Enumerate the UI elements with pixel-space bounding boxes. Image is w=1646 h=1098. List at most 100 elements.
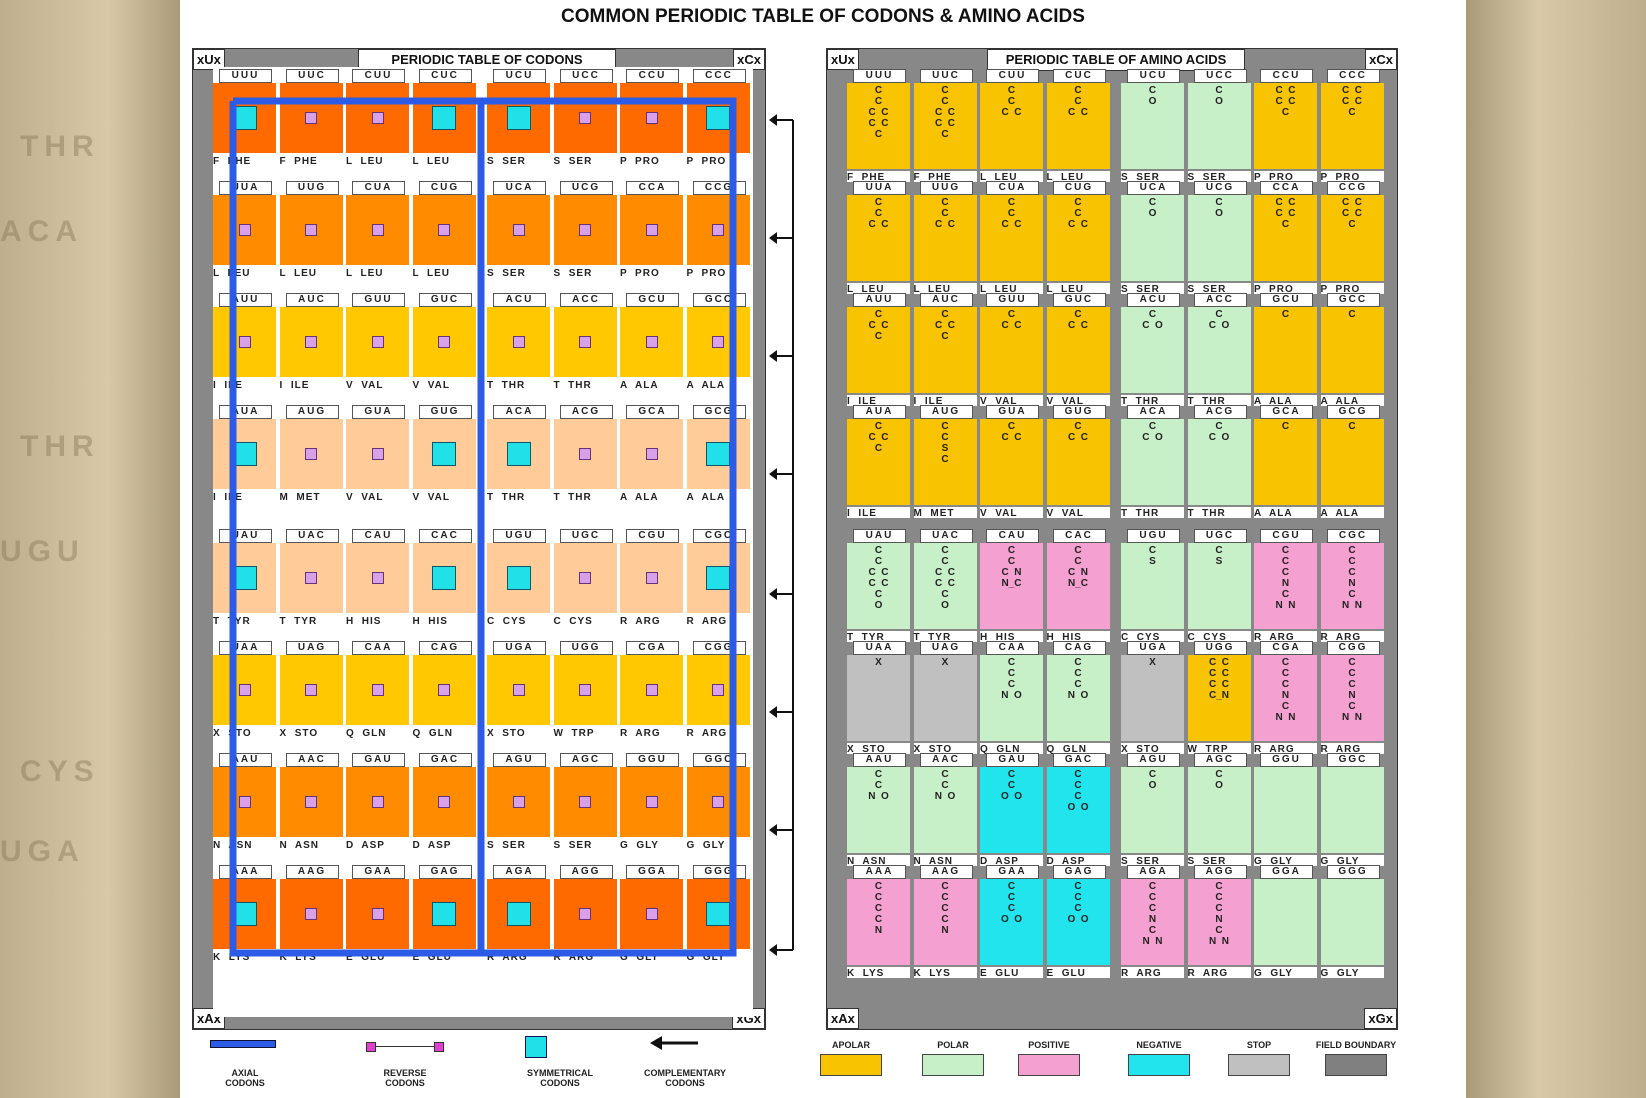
codon-cell[interactable]: AAU N ASN — [213, 751, 276, 855]
codon-cell[interactable]: AUC I ILE — [279, 291, 343, 395]
codon-cell[interactable]: CUC L LEU — [412, 67, 476, 171]
codon-cell[interactable]: GUA V VAL — [346, 403, 409, 507]
codon-cell[interactable]: AUG M MET — [279, 403, 343, 507]
codon-cell[interactable]: AAC N ASN — [279, 751, 343, 855]
amino-acid-cell[interactable]: UUC C C C C C C C F PHE — [913, 67, 977, 183]
amino-acid-cell[interactable]: GGC G GLY — [1320, 751, 1384, 867]
amino-acid-cell[interactable]: CAU C C C N N_C H HIS — [980, 527, 1043, 643]
codon-cell[interactable]: GGA G GLY — [620, 863, 683, 967]
amino-acid-cell[interactable]: CGG C C C N C N N R ARG — [1320, 639, 1384, 755]
codon-cell[interactable]: UCG S SER — [553, 179, 617, 283]
amino-acid-cell[interactable]: UGU C S C CYS — [1121, 527, 1184, 643]
codon-cell[interactable]: UGA X STO — [487, 639, 550, 743]
amino-acid-cell[interactable]: AAA C C C C N K LYS — [847, 863, 910, 979]
codon-cell[interactable]: UUU F PHE — [213, 67, 276, 171]
codon-cell[interactable]: UCU S SER — [487, 67, 550, 171]
amino-acid-cell[interactable]: AUG C C S C M MET — [913, 403, 977, 519]
amino-acid-cell[interactable]: GGA G GLY — [1254, 863, 1317, 979]
codon-cell[interactable]: GUU V VAL — [346, 291, 409, 395]
codon-cell[interactable]: AAA K LYS — [213, 863, 276, 967]
amino-acid-cell[interactable]: CGC C C C N C N N R ARG — [1320, 527, 1384, 643]
amino-acid-cell[interactable]: GUU C C C V VAL — [980, 291, 1043, 407]
amino-acid-cell[interactable]: GAU C C O O D ASP — [980, 751, 1043, 867]
amino-acid-cell[interactable]: UAA X X STO — [847, 639, 910, 755]
amino-acid-cell[interactable]: AAU C C N O N ASN — [847, 751, 910, 867]
codon-cell[interactable]: CAG Q GLN — [412, 639, 476, 743]
amino-acid-cell[interactable]: CGU C C C N C N N R ARG — [1254, 527, 1317, 643]
codon-cell[interactable]: ACG T THR — [553, 403, 617, 507]
codon-cell[interactable]: CAC H HIS — [412, 527, 476, 631]
amino-acid-cell[interactable]: UUG C C C C L LEU — [913, 179, 977, 295]
codon-cell[interactable]: GCG A ALA — [686, 403, 750, 507]
amino-acid-cell[interactable]: GCU C A ALA — [1254, 291, 1317, 407]
amino-acid-cell[interactable]: GAG C C C O O E GLU — [1046, 863, 1110, 979]
amino-acid-cell[interactable]: GGG G GLY — [1320, 863, 1384, 979]
codon-cell[interactable]: UAG X STO — [279, 639, 343, 743]
codon-cell[interactable]: CGU R ARG — [620, 527, 683, 631]
amino-acid-cell[interactable]: AGA C C C N C N N R ARG — [1121, 863, 1184, 979]
amino-acid-cell[interactable]: GAC C C C O O D ASP — [1046, 751, 1110, 867]
amino-acid-cell[interactable]: UCU C O S SER — [1121, 67, 1184, 183]
amino-acid-cell[interactable]: AGU C O S SER — [1121, 751, 1184, 867]
codon-cell[interactable]: CUU L LEU — [346, 67, 409, 171]
codon-cell[interactable]: UUC F PHE — [279, 67, 343, 171]
codon-cell[interactable]: CAU H HIS — [346, 527, 409, 631]
amino-acid-cell[interactable]: GUA C C C V VAL — [980, 403, 1043, 519]
codon-cell[interactable]: CUG L LEU — [412, 179, 476, 283]
codon-cell[interactable]: UAC T TYR — [279, 527, 343, 631]
codon-cell[interactable]: GCC A ALA — [686, 291, 750, 395]
codon-cell[interactable]: UGC C CYS — [553, 527, 617, 631]
amino-acid-cell[interactable]: UGA X X STO — [1121, 639, 1184, 755]
codon-cell[interactable]: AAG K LYS — [279, 863, 343, 967]
amino-acid-cell[interactable]: AUC C C C C I ILE — [913, 291, 977, 407]
codon-cell[interactable]: GAC D ASP — [412, 751, 476, 855]
amino-acid-cell[interactable]: CGA C C C N C N N R ARG — [1254, 639, 1317, 755]
amino-acid-cell[interactable]: CCA C C C C C P PRO — [1254, 179, 1317, 295]
amino-acid-cell[interactable]: UCC C O S SER — [1187, 67, 1251, 183]
codon-cell[interactable]: UAU T TYR — [213, 527, 276, 631]
amino-acid-cell[interactable]: UAC C C C C C C C O T TYR — [913, 527, 977, 643]
codon-cell[interactable]: CAA Q GLN — [346, 639, 409, 743]
codon-cell[interactable]: CCU P PRO — [620, 67, 683, 171]
codon-cell[interactable]: CUA L LEU — [346, 179, 409, 283]
amino-acid-cell[interactable]: CAC C C C N N_C H HIS — [1046, 527, 1110, 643]
codon-cell[interactable]: ACA T THR — [487, 403, 550, 507]
codon-cell[interactable]: GAG E GLU — [412, 863, 476, 967]
amino-acid-cell[interactable]: GAA C C C O O E GLU — [980, 863, 1043, 979]
codon-cell[interactable]: CCC P PRO — [686, 67, 750, 171]
amino-acid-cell[interactable]: GCG C A ALA — [1320, 403, 1384, 519]
amino-acid-cell[interactable]: UAG X X STO — [913, 639, 977, 755]
amino-acid-cell[interactable]: ACU C C O T THR — [1121, 291, 1184, 407]
amino-acid-cell[interactable]: CUC C C C C L LEU — [1046, 67, 1110, 183]
amino-acid-cell[interactable]: UAU C C C C C C C O T TYR — [847, 527, 910, 643]
codon-cell[interactable]: CGC R ARG — [686, 527, 750, 631]
codon-cell[interactable]: AGC S SER — [553, 751, 617, 855]
codon-cell[interactable]: AGU S SER — [487, 751, 550, 855]
amino-acid-cell[interactable]: GCA C A ALA — [1254, 403, 1317, 519]
amino-acid-cell[interactable]: GGU G GLY — [1254, 751, 1317, 867]
amino-acid-cell[interactable]: ACG C C O T THR — [1187, 403, 1251, 519]
amino-acid-cell[interactable]: AUU C C C C I ILE — [847, 291, 910, 407]
amino-acid-cell[interactable]: ACC C C O T THR — [1187, 291, 1251, 407]
codon-cell[interactable]: GGU G GLY — [620, 751, 683, 855]
codon-cell[interactable]: ACU T THR — [487, 291, 550, 395]
codon-cell[interactable]: UUG L LEU — [279, 179, 343, 283]
codon-cell[interactable]: GAU D ASP — [346, 751, 409, 855]
codon-cell[interactable]: CCA P PRO — [620, 179, 683, 283]
amino-acid-cell[interactable]: UCG C O S SER — [1187, 179, 1251, 295]
codon-cell[interactable]: CGA R ARG — [620, 639, 683, 743]
amino-acid-cell[interactable]: CUG C C C C L LEU — [1046, 179, 1110, 295]
amino-acid-cell[interactable]: CAA C C C N O Q GLN — [980, 639, 1043, 755]
codon-cell[interactable]: GGC G GLY — [686, 751, 750, 855]
codon-cell[interactable]: UUA L LEU — [213, 179, 276, 283]
codon-cell[interactable]: UCC S SER — [553, 67, 617, 171]
codon-cell[interactable]: AGA R ARG — [487, 863, 550, 967]
amino-acid-cell[interactable]: UUU C C C C C C C F PHE — [847, 67, 910, 183]
codon-cell[interactable]: ACC T THR — [553, 291, 617, 395]
amino-acid-cell[interactable]: CUU C C C C L LEU — [980, 67, 1043, 183]
codon-cell[interactable]: GUG V VAL — [412, 403, 476, 507]
amino-acid-cell[interactable]: AAG C C C C N K LYS — [913, 863, 977, 979]
amino-acid-cell[interactable]: GCC C A ALA — [1320, 291, 1384, 407]
codon-cell[interactable]: UGU C CYS — [487, 527, 550, 631]
amino-acid-cell[interactable]: CCU C C C C C P PRO — [1254, 67, 1317, 183]
